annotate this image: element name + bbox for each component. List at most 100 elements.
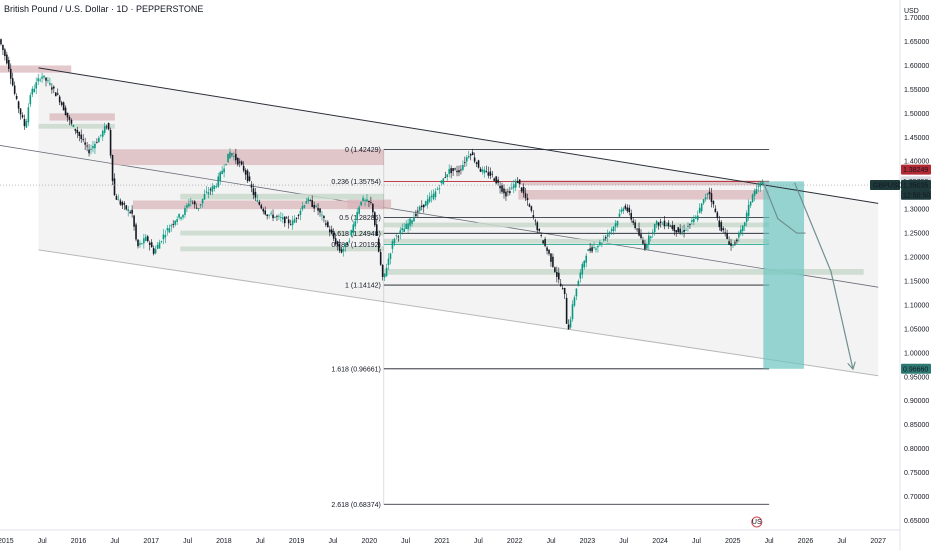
candle-body[interactable] [283,216,286,224]
candle-body[interactable] [399,230,402,235]
candle-body[interactable] [691,220,693,222]
candle-body[interactable] [266,214,268,217]
candle-body[interactable] [146,236,149,242]
candle-body[interactable] [426,199,429,205]
candle-body[interactable] [499,185,501,189]
candle-body[interactable] [238,161,241,163]
candle-body[interactable] [143,238,145,244]
candle-body[interactable] [229,151,231,159]
candle-body[interactable] [683,230,685,232]
candle-body[interactable] [53,86,55,89]
candle-body[interactable] [256,200,259,202]
candle-body[interactable] [706,193,709,195]
candle-body[interactable] [109,129,112,156]
candle-body[interactable] [127,209,129,211]
candle-body[interactable] [487,172,490,176]
demand-zone[interactable] [383,238,770,244]
candle-body[interactable] [575,288,578,297]
candle-body[interactable] [483,169,486,174]
candle-body[interactable] [15,95,18,99]
candle-body[interactable] [107,122,110,130]
candle-body[interactable] [469,154,472,156]
candle-body[interactable] [610,229,613,232]
candle-body[interactable] [295,217,298,219]
candle-body[interactable] [258,202,261,205]
candle-body[interactable] [372,203,374,213]
supply-zone[interactable] [49,113,115,121]
candle-body[interactable] [753,190,756,196]
candle-body[interactable] [704,197,707,200]
candle-body[interactable] [297,215,300,216]
candle-body[interactable] [571,304,574,320]
candle-body[interactable] [718,220,721,227]
candle-body[interactable] [636,228,638,230]
demand-zone[interactable] [383,269,864,275]
candle-body[interactable] [23,118,26,127]
candle-body[interactable] [634,222,636,229]
candle-body[interactable] [188,203,190,207]
candle-body[interactable] [301,206,304,210]
candle-body[interactable] [726,233,728,239]
candle-body[interactable] [522,186,525,194]
candle-body[interactable] [221,170,223,174]
candle-body[interactable] [164,235,167,238]
candle-body[interactable] [121,201,124,206]
candle-body[interactable] [710,193,713,202]
candle-body[interactable] [51,87,53,90]
candle-body[interactable] [669,225,672,227]
candle-body[interactable] [473,157,476,162]
candle-body[interactable] [342,249,345,252]
candle-body[interactable] [530,206,533,211]
candle-body[interactable] [96,142,98,144]
candle-body[interactable] [160,241,163,242]
candle-body[interactable] [751,194,754,203]
candle-body[interactable] [162,234,165,240]
candle-body[interactable] [651,232,654,234]
candle-body[interactable] [554,267,556,272]
candle-body[interactable] [420,205,423,208]
candle-body[interactable] [595,248,597,250]
candle-body[interactable] [152,248,155,254]
candle-body[interactable] [240,161,243,165]
candle-body[interactable] [603,238,605,241]
candle-body[interactable] [477,160,480,168]
candle-body[interactable] [524,193,527,198]
candle-body[interactable] [454,168,456,170]
candle-body[interactable] [252,188,255,195]
candle-body[interactable] [738,232,740,238]
candle-body[interactable] [481,169,484,172]
candle-body[interactable] [9,68,12,79]
candle-body[interactable] [661,223,664,225]
candle-body[interactable] [242,165,245,171]
candle-body[interactable] [323,216,325,219]
candle-body[interactable] [383,273,386,278]
candle-body[interactable] [708,191,711,195]
candle-body[interactable] [614,223,617,227]
candle-body[interactable] [217,176,220,187]
candle-body[interactable] [246,170,249,182]
candle-body[interactable] [512,184,515,188]
candle-body[interactable] [315,205,317,207]
candle-body[interactable] [139,243,141,245]
candle-body[interactable] [679,228,681,233]
candle-body[interactable] [565,297,568,324]
candle-body[interactable] [176,219,178,222]
candle-body[interactable] [681,231,683,233]
candle-body[interactable] [467,156,470,158]
candle-body[interactable] [428,196,431,202]
candle-body[interactable] [462,165,464,170]
demand-zone[interactable] [180,230,384,236]
candle-body[interactable] [448,169,450,174]
candle-body[interactable] [730,243,732,246]
candle-body[interactable] [115,196,118,200]
candle-body[interactable] [458,170,460,173]
candle-body[interactable] [497,179,499,183]
candle-body[interactable] [49,82,51,85]
candle-body[interactable] [509,191,511,194]
candle-body[interactable] [321,214,323,216]
candle-body[interactable] [516,181,519,184]
candle-body[interactable] [80,134,83,140]
candle-body[interactable] [325,223,327,225]
candle-body[interactable] [311,200,313,207]
candle-body[interactable] [542,240,544,244]
